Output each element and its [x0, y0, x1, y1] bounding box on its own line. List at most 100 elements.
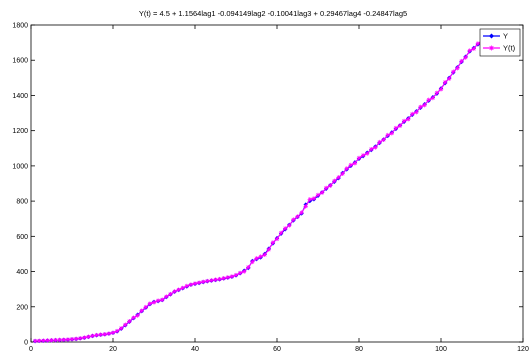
data-point-yt	[373, 145, 378, 150]
data-point-yt	[475, 41, 481, 46]
data-point-yt	[365, 151, 370, 156]
data-point-yt	[69, 336, 75, 342]
data-point-yt	[155, 298, 161, 303]
plot-area	[30, 24, 524, 343]
legend-label-y: Y	[503, 32, 508, 41]
x-tick-label: 120	[517, 346, 529, 351]
legend-marker-yt	[489, 45, 494, 51]
data-point-yt	[295, 214, 300, 219]
data-point-yt	[360, 153, 366, 158]
data-point-yt	[352, 161, 358, 166]
data-point-yt	[328, 183, 333, 188]
data-point-yt	[164, 294, 169, 299]
data-point-yt	[389, 131, 394, 136]
data-point-yt	[332, 178, 337, 184]
data-point-yt	[32, 338, 38, 344]
data-point-yt	[369, 146, 374, 152]
data-point-yt	[442, 80, 448, 85]
data-point-yt	[266, 247, 271, 252]
data-point-yt	[315, 192, 321, 198]
data-point-yt	[356, 155, 362, 161]
data-point-yt	[381, 137, 386, 143]
data-point-yt	[65, 337, 71, 342]
legend-box	[479, 28, 521, 57]
y-tick-label: 200	[16, 304, 28, 311]
data-point-yt	[209, 278, 214, 283]
data-point-yt	[135, 313, 140, 318]
data-point-yt	[406, 117, 411, 122]
data-point-yt	[311, 196, 317, 201]
data-point-yt	[397, 123, 403, 128]
y-tick-label: 1000	[12, 163, 28, 170]
data-point-yt	[233, 272, 239, 278]
data-point-yt	[324, 185, 329, 191]
data-point-yt	[53, 337, 58, 343]
data-point-yt	[471, 46, 476, 51]
data-point-yt	[430, 95, 435, 101]
data-point-yt	[270, 240, 276, 245]
axis-ticks: 0 20 40 60 80 100 1200200400600800100012001400…	[12, 23, 529, 351]
x-tick-label: 100	[435, 346, 447, 351]
data-point-yt	[344, 166, 349, 171]
y-tick-label: 1400	[12, 93, 28, 100]
data-point-yt	[127, 319, 132, 324]
data-point-yt	[151, 300, 157, 305]
data-point-yt	[123, 322, 128, 327]
data-point-yt	[119, 326, 124, 331]
data-point-yt	[73, 336, 79, 342]
data-point-yt	[82, 335, 87, 340]
data-point-yt	[45, 338, 50, 343]
series-yt	[32, 39, 485, 344]
data-point-yt	[447, 76, 452, 81]
data-point-yt	[303, 204, 308, 209]
data-point-yt	[438, 87, 444, 92]
y-tick-label: 1600	[12, 58, 28, 65]
data-point-yt	[278, 230, 284, 236]
chart-title: Y(t) = 4.5 + 1.1564lag1 -0.094149lag2 -0…	[139, 9, 407, 18]
data-point-yt	[102, 332, 107, 337]
data-point-yt	[188, 282, 194, 287]
data-point-yt	[385, 132, 390, 138]
data-point-yt	[94, 332, 99, 338]
data-point-yt	[242, 269, 247, 274]
series-layer	[32, 38, 485, 344]
data-point-yt	[41, 338, 46, 343]
data-point-yt	[451, 69, 456, 74]
data-point-yt	[205, 278, 210, 284]
y-tick-label: 1800	[12, 23, 28, 30]
data-point-yt	[422, 102, 427, 108]
x-tick-label: 20	[109, 346, 117, 351]
data-point-yt	[229, 274, 235, 279]
data-point-yt	[114, 328, 120, 334]
data-point-yt	[237, 270, 243, 276]
data-point-yt	[291, 217, 296, 222]
data-point-yt	[106, 331, 112, 336]
data-point-yt	[61, 337, 66, 342]
data-point-yt	[426, 97, 431, 103]
data-point-yt	[49, 338, 54, 343]
data-point-yt	[172, 289, 177, 294]
data-point-yt	[274, 236, 280, 242]
data-point-yt	[184, 283, 189, 289]
data-point-yt	[37, 338, 42, 343]
data-point-yt	[110, 330, 116, 335]
data-point-yt	[463, 55, 468, 60]
data-point-yt	[262, 252, 267, 258]
data-point-yt	[434, 90, 440, 96]
y-tick-label: 0	[24, 340, 28, 347]
data-point-yt	[336, 175, 341, 180]
data-point-yt	[319, 190, 325, 195]
x-tick-label: 40	[191, 346, 199, 351]
data-point-yt	[455, 65, 460, 71]
x-tick-label: 60	[273, 346, 281, 351]
data-point-yt	[131, 315, 136, 320]
data-point-yt	[90, 333, 95, 339]
data-point-yt	[418, 104, 423, 110]
data-point-yt	[143, 304, 148, 310]
data-point-yt	[307, 197, 312, 202]
data-point-yt	[377, 139, 382, 145]
data-point-yt	[283, 226, 288, 231]
data-point-yt	[414, 109, 419, 115]
data-point-yt	[410, 111, 415, 117]
data-point-yt	[201, 279, 206, 284]
